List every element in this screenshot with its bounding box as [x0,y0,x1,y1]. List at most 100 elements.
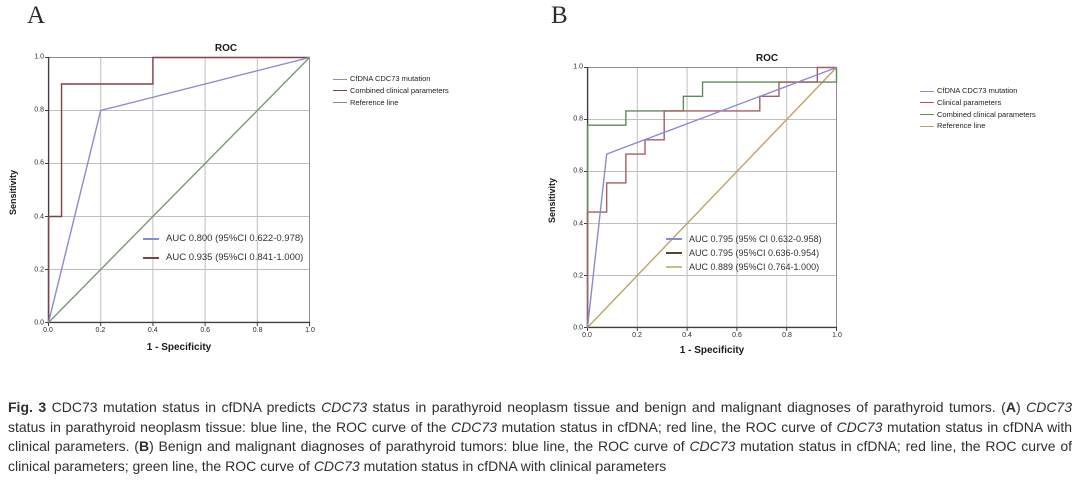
x-axis-label-b: 1 - Specificity [679,345,745,356]
caption-segment: ) Benign and malignant diagnoses of para… [149,438,690,454]
auc-row: AUC 0.935 (95%CI 0.841-1.000) [143,252,303,263]
auc-labels-b: AUC 0.795 (95% CI 0.632-0.958) AUC 0.795 … [666,234,822,276]
caption-segment: CDC73 mutation status in cfDNA predicts [46,399,322,415]
roc-title-b: ROC [755,53,779,64]
y-tick-label: 0.2 [34,266,44,274]
legend-label: Reference line [350,97,399,107]
panel-b-label: B [551,2,568,29]
auc-row: AUC 0.795 (95% CI 0.632-0.958) [666,234,822,244]
caption-segment: CDC73 [836,418,883,435]
caption-segment: A [1005,399,1016,415]
x-tick-label: 1.0 [305,327,315,334]
y-tick-label: 1.0 [34,53,44,61]
caption-segment: B [138,438,150,454]
legend-line-swatch [920,125,934,127]
legend-row: Reference line [333,97,449,107]
y-tick-label: 0.4 [34,213,44,221]
legend-line-swatch [920,90,934,92]
roc-plot-a-canvas [45,56,310,326]
roc-title-a: ROC [214,43,238,54]
x-tick-label: 0.0 [582,332,592,339]
roc-plot-a [45,56,310,326]
y-tick-label: 0.0 [573,324,583,332]
figure-caption: Fig. 3 CDC73 mutation status in cfDNA pr… [8,398,1072,476]
auc-text: AUC 0.795 (95%CI 0.636-0.954) [689,248,820,258]
caption-segment: CDC73 [451,418,497,435]
x-tick-label: 0.8 [782,332,792,339]
legend-label: Clinical parameters [937,97,1002,107]
caption-segment: ) [1015,399,1027,415]
x-tick-label: 0.2 [95,327,106,334]
x-tick-label: 0.6 [732,332,742,339]
auc-text: AUC 0.800 (95%CI 0.622-0.978) [166,233,304,244]
caption-segment: CDC73 [321,399,368,415]
y-tick-label: 0.6 [573,167,583,175]
auc-labels-a: AUC 0.800 (95%CI 0.622-0.978) AUC 0.935 (… [143,233,303,271]
auc-line-swatch [143,237,159,240]
y-tick-label: 1.0 [573,63,583,71]
y-axis-ticks-b: 0.0 0.2 0.4 0.6 0.8 1.0 [551,63,583,332]
legend-label: Combined clinical parameters [937,109,1036,119]
x-tick-label: 0.2 [632,332,642,339]
legend-row: CfDNA CDC73 mutation [333,74,449,83]
auc-row: AUC 0.889 (95%CI 0.764-1.000) [666,262,822,272]
auc-row: AUC 0.800 (95%CI 0.622-0.978) [143,233,303,244]
legend-label: CfDNA CDC73 mutation [937,86,1018,95]
legend-row: Combined clinical parameters [333,85,449,95]
y-axis-ticks-a: 0.0 0.2 0.4 0.6 0.8 1.0 [12,53,44,327]
legend-label: Combined clinical parameters [350,85,449,95]
caption-segment: status in parathyroid neoplasm tissue: b… [8,418,452,435]
caption-segment: CDC73 [689,438,736,454]
legend-row: Reference line [920,121,1036,131]
legend-label: Reference line [937,121,986,131]
y-tick-label: 0.2 [573,272,583,280]
y-tick-label: 0.0 [34,319,44,327]
y-axis-label-a: Sensitivity [8,169,18,215]
legend-label: CfDNA CDC73 mutation [350,74,431,83]
legend-line-swatch [920,114,934,116]
legend-line-swatch [333,102,347,104]
caption-segment: mutation status in cfDNA with clinical p… [8,418,1073,455]
legend-line-swatch [333,90,347,92]
x-tick-label: 0.6 [200,327,211,334]
y-tick-label: 0.6 [34,159,44,167]
auc-line-swatch [666,252,682,254]
y-tick-label: 0.8 [34,106,44,114]
x-axis-ticks-b: 0.0 0.2 0.4 0.6 0.8 1.0 [582,332,842,342]
x-tick-label: 0.4 [682,332,692,339]
y-tick-label: 0.4 [573,220,583,228]
auc-text: AUC 0.795 (95% CI 0.632-0.958) [689,234,822,244]
x-axis-ticks-a: 0.0 0.2 0.4 0.6 0.8 1.0 [43,327,315,337]
x-tick-label: 0.0 [43,327,53,334]
caption-segment: mutation status in cfDNA with clinical p… [359,457,667,474]
legend-line-swatch [920,102,934,104]
auc-text: AUC 0.935 (95%CI 0.841-1.000) [166,252,304,263]
auc-line-swatch [666,238,682,240]
x-tick-label: 0.8 [252,327,263,334]
caption-segment: CDC73 [1026,399,1072,415]
legend-row: Clinical parameters [920,97,1036,107]
caption-segment: mutation status in cfDNA; red line, the … [496,418,837,435]
auc-line-swatch [143,256,159,259]
auc-row: AUC 0.795 (95%CI 0.636-0.954) [666,248,822,258]
x-tick-label: 1.0 [832,332,842,339]
legend-line-swatch [333,78,347,80]
legend-row: Combined clinical parameters [920,109,1036,119]
caption-segment: mutation status in cfDNA; red line, the … [8,438,1073,474]
roc-plot-b [584,66,838,331]
roc-plot-b-canvas [584,66,838,331]
legend-a: CfDNA CDC73 mutation Combined clinical pa… [333,74,449,110]
auc-text: AUC 0.889 (95%CI 0.764-1.000) [689,262,820,272]
x-tick-label: 0.4 [147,327,158,334]
caption-segment: Fig. 3 [8,399,47,415]
auc-line-swatch [666,266,682,268]
legend-b: CfDNA CDC73 mutation Clinical parameters C… [920,86,1036,134]
y-axis-label-b: Sensitivity [547,177,557,223]
x-axis-label-a: 1 - Specificity [146,342,212,353]
panel-a-label: A [27,2,46,29]
caption-segment: status in parathyroid neoplasm tissue an… [367,399,1006,415]
y-tick-label: 0.8 [573,115,583,123]
caption-segment: CDC73 [313,457,360,474]
legend-row: CfDNA CDC73 mutation [920,86,1036,95]
